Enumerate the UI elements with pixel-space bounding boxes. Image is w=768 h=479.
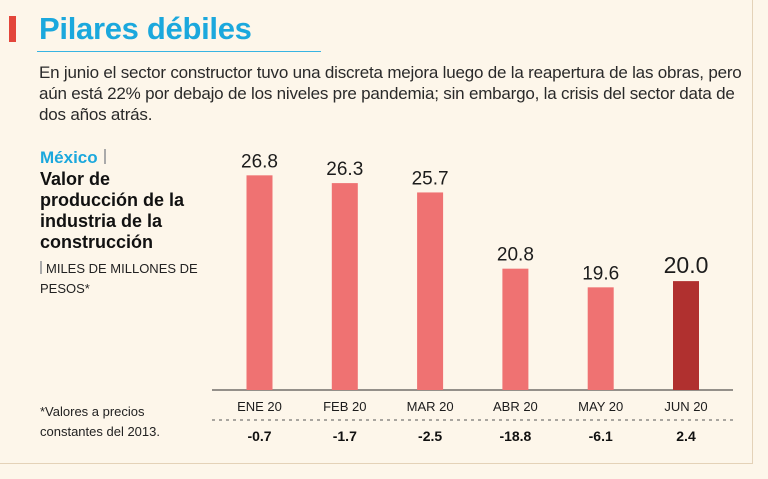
footnote: *Valores a precios constantes del 2013. — [40, 404, 160, 439]
bar-ene-20 — [246, 175, 273, 390]
change-value: -6.1 — [589, 428, 613, 444]
x-tick-label: MAR 20 — [407, 399, 454, 414]
bar-value-label: 26.3 — [326, 159, 363, 180]
region-label: México — [40, 148, 106, 168]
title-underline — [37, 51, 321, 52]
region-text: México — [40, 148, 98, 167]
bar-may-20 — [587, 287, 614, 390]
bar-jun-20 — [673, 281, 699, 390]
change-value: -2.5 — [418, 428, 442, 444]
bar-abr-20 — [502, 268, 529, 390]
bar-feb-20 — [331, 183, 358, 390]
x-tick-label: ABR 20 — [493, 399, 538, 414]
change-value: -18.8 — [499, 428, 531, 444]
x-tick-label: ENE 20 — [237, 399, 282, 414]
change-value: 2.4 — [676, 428, 696, 444]
change-value: -1.7 — [333, 428, 357, 444]
bar-value-label: 19.6 — [582, 263, 619, 284]
bar-value-label: 25.7 — [412, 168, 449, 189]
bar-value-label: 20.8 — [497, 245, 534, 266]
title-accent-block — [9, 16, 16, 42]
subtitle: En junio el sector constructor tuvo una … — [39, 63, 742, 124]
x-tick-label: MAY 20 — [578, 399, 623, 414]
x-tick-label: FEB 20 — [323, 399, 366, 414]
page-title: Pilares débiles — [39, 11, 252, 46]
units-label: MILES DE MILLONES DE PESOS* — [40, 259, 215, 299]
units-text: MILES DE MILLONES DE PESOS* — [40, 261, 198, 296]
infographic-frame — [0, 0, 753, 464]
units-separator — [40, 261, 42, 274]
bar-value-label: 26.8 — [241, 151, 278, 172]
bar-value-label: 20.0 — [664, 252, 709, 278]
bar-mar-20 — [417, 192, 444, 390]
change-value: -0.7 — [247, 428, 271, 444]
x-tick-label: JUN 20 — [664, 399, 707, 414]
chart-title: Valor de producción de la industria de l… — [40, 169, 185, 252]
region-separator — [103, 149, 106, 164]
